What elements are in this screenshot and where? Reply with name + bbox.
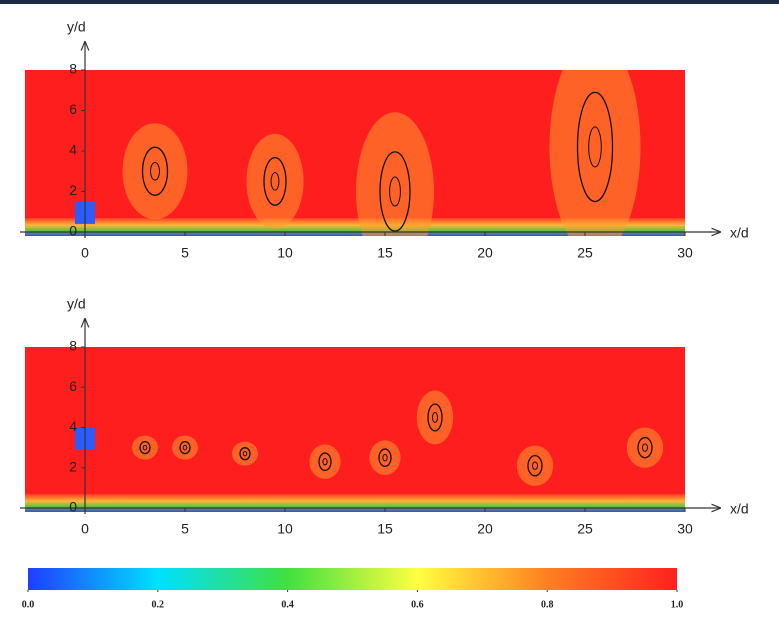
vortex-contour <box>576 91 614 203</box>
vortex-core <box>182 444 188 451</box>
vortex-glow <box>626 427 664 468</box>
vortex-core <box>531 461 539 470</box>
vortex-glow <box>132 435 158 460</box>
x-tick-label: 25 <box>577 245 593 261</box>
vortex-contour <box>141 146 169 196</box>
y-tick-label: 0 <box>69 499 77 515</box>
x-tick-label: 30 <box>677 245 693 261</box>
x-tick-label: 20 <box>477 521 493 537</box>
vortex-contour <box>427 403 443 432</box>
x-tick-label: 30 <box>677 521 693 537</box>
field-bg <box>25 347 685 512</box>
vortex-core <box>431 412 439 423</box>
x-tick-label: 15 <box>377 245 393 261</box>
x-tick-label: 5 <box>181 521 189 537</box>
vortex-glow <box>122 123 188 220</box>
wall-band <box>25 494 685 512</box>
vortex-contour <box>239 447 251 461</box>
x-tick-label: 0 <box>81 245 89 261</box>
vortex-core <box>142 444 148 451</box>
y-tick-label: 2 <box>69 182 77 198</box>
vortex-contour <box>379 151 411 232</box>
y-tick-label: 8 <box>69 61 77 77</box>
vortex-contour <box>378 448 392 467</box>
vortex-core <box>150 161 160 181</box>
x-tick-label: 20 <box>477 245 493 261</box>
x-tick-label: 10 <box>277 521 293 537</box>
vortex-core <box>322 458 328 466</box>
vortex-glow <box>172 435 198 460</box>
vortex-glow <box>549 70 641 236</box>
vortex-contour <box>527 455 543 477</box>
vortex-glow <box>416 390 454 445</box>
vortex-glow <box>356 112 434 236</box>
vortex-contour <box>637 436 653 459</box>
y-tick-label: 4 <box>69 418 77 434</box>
field <box>25 70 685 236</box>
vortex-contour <box>139 440 151 455</box>
y-tick-label: 8 <box>69 338 77 354</box>
vortex-core <box>382 454 388 462</box>
y-tick-label: 6 <box>69 101 77 117</box>
vortex-core <box>389 176 401 207</box>
colorbar-tick-label: 0.6 <box>411 599 424 610</box>
y-tick-label: 4 <box>69 142 77 158</box>
x-tick-label: 10 <box>277 245 293 261</box>
colorbar <box>28 568 677 590</box>
vortex-core <box>242 450 248 457</box>
x-axis-label: x/d <box>730 225 749 241</box>
vortex-glow <box>309 444 341 479</box>
y-tick-label: 6 <box>69 378 77 394</box>
x-tick-label: 0 <box>81 521 89 537</box>
y-tick-label: 2 <box>69 458 77 474</box>
vortex-contour <box>318 452 332 472</box>
colorbar-tick-label: 0.0 <box>22 599 35 610</box>
window-border <box>0 0 779 4</box>
x-tick-label: 15 <box>377 521 393 537</box>
colorbar-tick-label: 0.2 <box>152 599 165 610</box>
vortex-core <box>270 172 280 191</box>
vortex-glow <box>232 441 258 466</box>
vortex-contour <box>263 156 287 206</box>
y-axis-label: y/d <box>67 296 86 312</box>
vortex-contour <box>179 440 191 455</box>
colorbar-tick-label: 0.4 <box>281 599 294 610</box>
y-axis-label: y/d <box>67 19 86 35</box>
vortex-core <box>641 443 649 452</box>
y-tick-label: 0 <box>69 223 77 239</box>
vortex-glow <box>516 445 554 486</box>
colorbar-tick-label: 0.8 <box>541 599 554 610</box>
vortex-glow <box>246 133 304 229</box>
x-axis-label: x/d <box>730 501 749 517</box>
field <box>25 347 685 512</box>
vortex-core <box>588 126 602 168</box>
colorbar-tick-label: 1.0 <box>671 599 684 610</box>
x-tick-label: 5 <box>181 245 189 261</box>
x-tick-label: 25 <box>577 521 593 537</box>
vortex-glow <box>369 440 401 475</box>
